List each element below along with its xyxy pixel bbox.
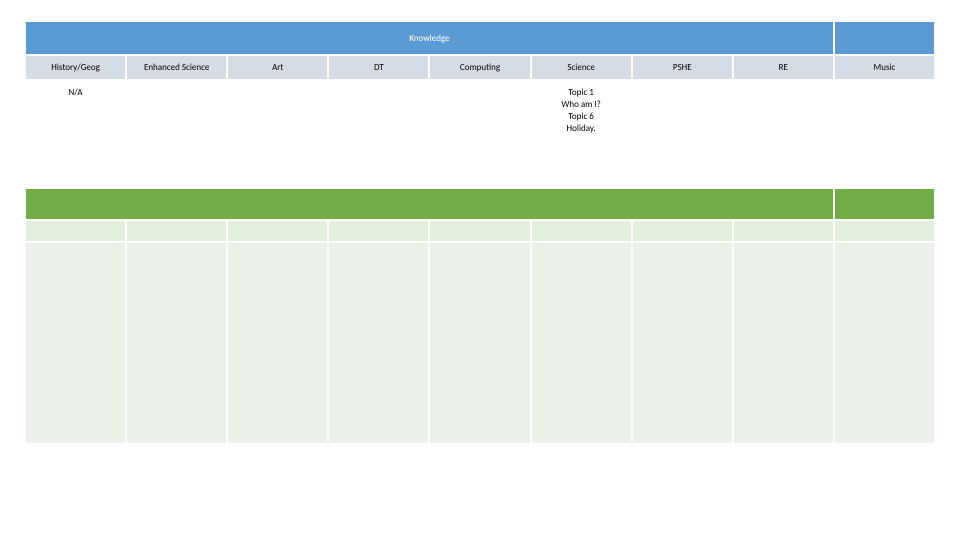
s2-col-5 — [532, 221, 631, 241]
s2-col-7 — [734, 221, 833, 241]
section-spacer — [26, 173, 934, 187]
s2-cell-0 — [26, 243, 125, 443]
s2-col-8 — [835, 221, 934, 241]
col-computing: Computing — [430, 56, 529, 79]
section1-title-row: Knowledge — [26, 22, 934, 54]
s2-col-2 — [228, 221, 327, 241]
col-music: Music — [835, 56, 934, 79]
s2-cell-7 — [734, 243, 833, 443]
section2-title-row — [26, 189, 934, 219]
section2-data-row — [26, 243, 934, 443]
cell-computing — [430, 81, 529, 171]
s2-col-3 — [329, 221, 428, 241]
s2-col-6 — [633, 221, 732, 241]
col-re: RE — [734, 56, 833, 79]
col-history-geog: History/Geog — [26, 56, 125, 79]
cell-pshe — [633, 81, 732, 171]
section2-title-side — [835, 189, 934, 219]
col-enhanced-science: Enhanced Science — [127, 56, 226, 79]
section1-data-row: N/A Topic 1Who am I?Topic 6Holiday. — [26, 81, 934, 171]
s2-cell-2 — [228, 243, 327, 443]
s2-col-1 — [127, 221, 226, 241]
s2-cell-1 — [127, 243, 226, 443]
s2-col-4 — [430, 221, 529, 241]
col-dt: DT — [329, 56, 428, 79]
s2-cell-4 — [430, 243, 529, 443]
section1-title: Knowledge — [26, 22, 833, 54]
curriculum-table-page: Knowledge History/Geog Enhanced Science … — [0, 0, 960, 465]
s2-cell-3 — [329, 243, 428, 443]
cell-dt — [329, 81, 428, 171]
section2-header-row — [26, 221, 934, 241]
s2-cell-5 — [532, 243, 631, 443]
s2-cell-8 — [835, 243, 934, 443]
s2-cell-6 — [633, 243, 732, 443]
cell-music — [835, 81, 934, 171]
cell-history-geog: N/A — [26, 81, 125, 171]
cell-art — [228, 81, 327, 171]
cell-science: Topic 1Who am I?Topic 6Holiday. — [532, 81, 631, 171]
col-science: Science — [532, 56, 631, 79]
section1-header-row: History/Geog Enhanced Science Art DT Com… — [26, 56, 934, 79]
col-art: Art — [228, 56, 327, 79]
curriculum-table: Knowledge History/Geog Enhanced Science … — [24, 20, 936, 445]
cell-enhanced-science — [127, 81, 226, 171]
section2-title — [26, 189, 833, 219]
spacer-cell — [26, 173, 934, 187]
cell-re — [734, 81, 833, 171]
section1-title-side — [835, 22, 934, 54]
col-pshe: PSHE — [633, 56, 732, 79]
s2-col-0 — [26, 221, 125, 241]
